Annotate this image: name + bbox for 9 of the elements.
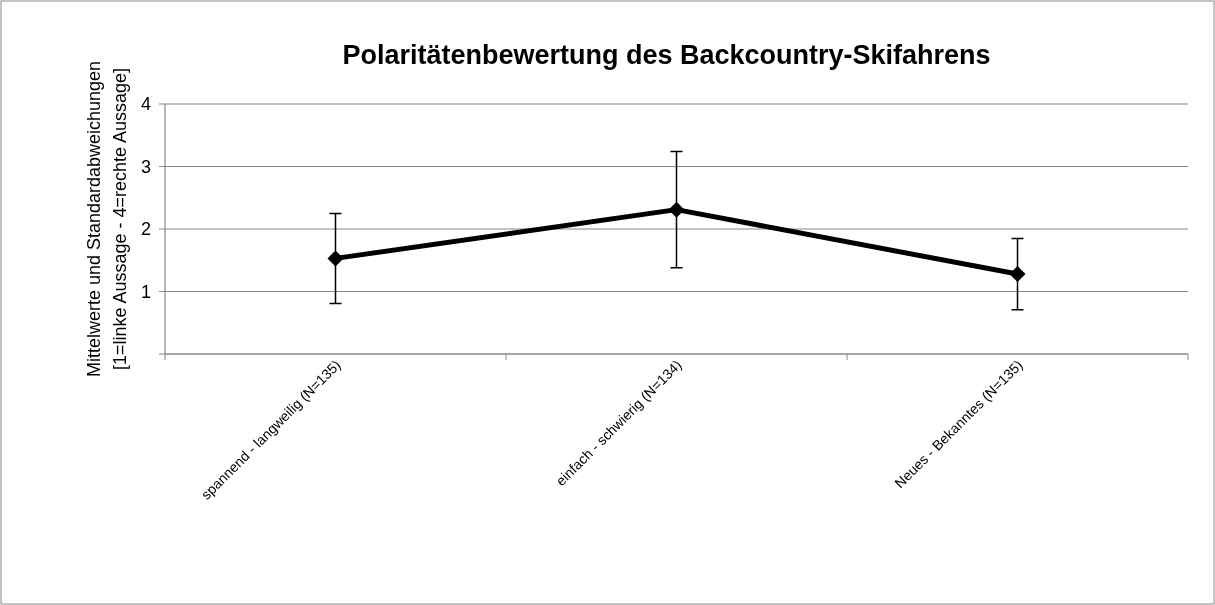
y-tick-label: 4	[140, 94, 151, 115]
y-tick-label: 3	[140, 156, 151, 177]
y-axis-title: Mittelwerte und Standardabweichungen [1=linke Aussage - 4=rechte Aussage]	[84, 60, 130, 378]
point	[668, 201, 685, 218]
chart-title: Polaritätenbewertung des Backcountry-Skifahrens	[342, 40, 991, 70]
y-tick-label: 2	[140, 219, 151, 240]
y-tick-label: 1	[140, 281, 151, 302]
point	[1009, 266, 1026, 282]
point	[327, 250, 344, 267]
